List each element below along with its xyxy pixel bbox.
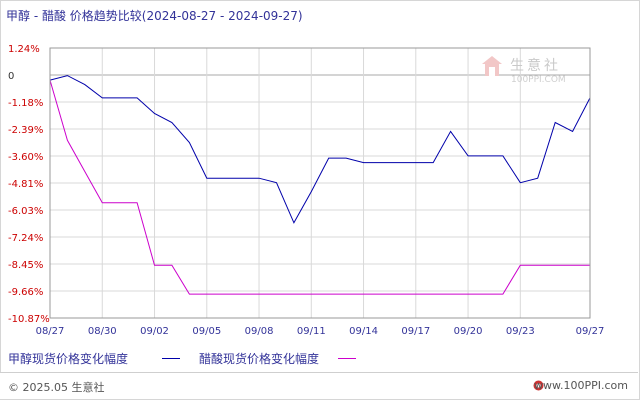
- y-tick-label: -4.81%: [8, 179, 43, 190]
- grid: [49, 47, 591, 319]
- x-tick-label: 09/27: [576, 326, 605, 337]
- legend-label-methanol: 甲醇现货价格变化幅度: [8, 352, 129, 366]
- x-tick-label: 09/23: [506, 326, 535, 337]
- legend-swatch-acetic-acid: [338, 358, 356, 359]
- plot-border: [49, 47, 591, 319]
- x-tick-label: 09/14: [349, 326, 378, 337]
- y-tick-label: -10.87%: [8, 314, 50, 325]
- x-axis-labels: 08/27 08/30 09/02 09/05 09/08 09/11 09/14 09/17…: [36, 326, 605, 337]
- y-tick-label: 1.24%: [8, 44, 40, 55]
- series-line-methanol: [49, 75, 591, 224]
- x-tick-label: 09/17: [401, 326, 430, 337]
- y-axis-labels: 1.24% 0 -1.18% -2.39% -3.60% -4.81% -6.03% -7.2…: [8, 44, 50, 325]
- legend: 甲醇现货价格变化幅度 醋酸现货价格变化幅度: [0, 346, 640, 368]
- y-tick-label: -3.60%: [8, 152, 43, 163]
- y-tick-label: -9.66%: [8, 287, 43, 298]
- watermark-logo-icon: [482, 56, 502, 76]
- y-tick-label: 0: [8, 71, 14, 82]
- x-tick-label: 09/08: [245, 326, 274, 337]
- x-tick-label: 09/02: [140, 326, 169, 337]
- y-tick-label: -7.24%: [8, 233, 43, 244]
- watermark: 生意社 100PPI.COM: [482, 56, 566, 85]
- footer: © 2025.05 生意社 www.100PPI.com: [0, 372, 638, 399]
- watermark-url: 100PPI.COM: [511, 75, 566, 85]
- series-lines: [49, 75, 591, 295]
- series-line-acetic-acid: [49, 79, 590, 295]
- footer-site-link[interactable]: www.100PPI.com: [534, 379, 628, 392]
- x-tick-label: 08/30: [88, 326, 117, 337]
- legend-swatch-methanol: [162, 358, 180, 359]
- legend-label-acetic-acid: 醋酸现货价格变化幅度: [199, 352, 320, 366]
- y-tick-label: -6.03%: [8, 206, 43, 217]
- x-tick-label: 09/05: [192, 326, 221, 337]
- line-chart: 生意社 100PPI.COM 1.24% 0 -1.18% -2.39% -3.60% -…: [8, 44, 605, 337]
- site-logo-icon: [533, 380, 544, 391]
- footer-copyright: © 2025.05 生意社: [8, 381, 105, 394]
- x-tick-label: 09/11: [297, 326, 326, 337]
- y-tick-label: -8.45%: [8, 260, 43, 271]
- watermark-name: 生意社: [510, 57, 561, 74]
- y-tick-label: -1.18%: [8, 98, 43, 109]
- y-tick-label: -2.39%: [8, 125, 43, 136]
- chart-title: 甲醇 - 醋酸 价格趋势比较(2024-08-27 - 2024-09-27): [6, 9, 303, 23]
- x-tick-label: 09/20: [454, 326, 483, 337]
- x-tick-label: 08/27: [36, 326, 65, 337]
